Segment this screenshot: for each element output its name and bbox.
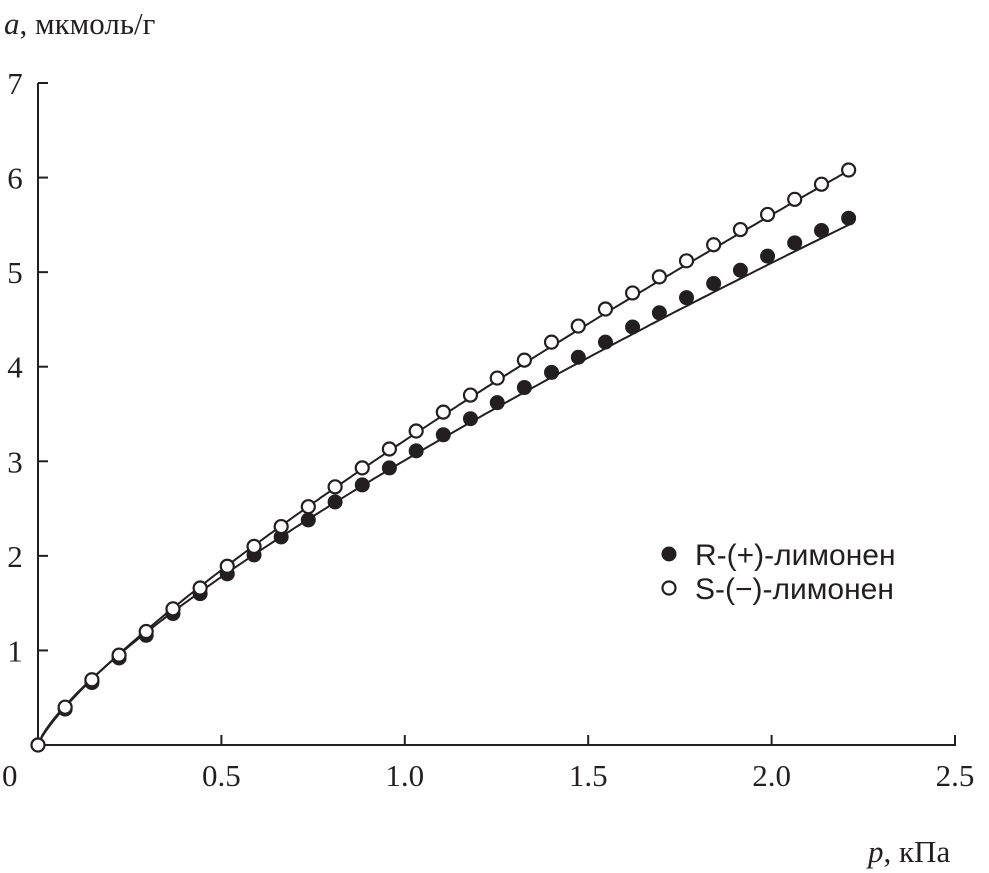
- ticks: 0.5 1.0 1.5 2.0 2.5 1 2 3 4 5 6 7: [7, 66, 974, 793]
- data-point-s: [841, 162, 857, 178]
- data-point-r: [408, 443, 424, 459]
- data-point-s: [435, 404, 451, 420]
- data-point-r: [841, 210, 857, 226]
- x-tick-label: 0.5: [202, 758, 241, 793]
- data-point-s: [273, 518, 289, 535]
- data-point-s: [327, 479, 343, 495]
- data-point-r: [327, 494, 343, 510]
- data-point-r: [489, 395, 505, 411]
- x-tick-label: 1.5: [569, 758, 608, 793]
- data-point-s: [30, 737, 46, 753]
- x-tick-label: 2.0: [752, 758, 791, 793]
- data-point-r: [516, 380, 532, 396]
- data-point-s: [111, 647, 127, 663]
- y-tick-label: 7: [7, 66, 23, 101]
- data-point-s: [354, 460, 370, 476]
- data-point-s: [246, 538, 262, 555]
- y-tick-label: 1: [7, 633, 23, 668]
- data-point-r: [381, 460, 397, 476]
- data-point-s: [624, 285, 641, 301]
- data-points: [30, 162, 857, 753]
- data-point-s: [597, 301, 614, 317]
- fit-curve-s: [37, 169, 850, 746]
- y-axis-title: a, мкмоль/г: [4, 6, 155, 41]
- fit-curve-r: [37, 224, 850, 746]
- data-point-r: [354, 477, 370, 493]
- data-point-s: [516, 352, 532, 368]
- y-tick-label: 5: [7, 255, 23, 290]
- data-point-s: [732, 221, 749, 238]
- data-point-s: [813, 176, 830, 192]
- data-point-s: [462, 387, 479, 403]
- data-point-s: [543, 334, 560, 350]
- fit-curves: [37, 169, 850, 746]
- data-point-r: [300, 512, 316, 528]
- data-point-r: [625, 319, 641, 335]
- data-point-s: [300, 499, 316, 515]
- data-point-r: [273, 529, 289, 545]
- data-point-s: [57, 699, 73, 715]
- y-tick-label: 6: [7, 161, 23, 196]
- data-point-r: [732, 262, 748, 278]
- data-point-r: [787, 235, 803, 251]
- data-point-r: [760, 248, 776, 264]
- legend-label-r: R-(+)-лимонен: [695, 539, 896, 572]
- data-point-r: [597, 334, 613, 350]
- data-point-r: [435, 427, 451, 443]
- legend-label-s: S-(−)-лимонен: [695, 573, 894, 606]
- data-point-r: [706, 275, 722, 291]
- data-point-s: [678, 253, 695, 269]
- data-point-s: [84, 672, 100, 688]
- axes: [37, 83, 956, 746]
- data-point-r: [544, 364, 560, 380]
- legend-marker-r: [661, 546, 677, 562]
- data-point-s: [570, 318, 586, 334]
- data-point-s: [408, 423, 424, 439]
- legend: R-(+)-лимонен S-(−)-лимонен: [661, 539, 896, 606]
- y-tick-label: 3: [7, 444, 23, 479]
- data-point-s: [192, 580, 208, 596]
- data-point-r: [679, 290, 695, 306]
- x-tick-label: 2.5: [936, 758, 975, 793]
- data-point-s: [651, 269, 667, 285]
- data-point-s: [706, 237, 722, 253]
- data-point-r: [651, 305, 667, 321]
- data-point-s: [489, 370, 505, 386]
- data-point-s: [165, 601, 181, 617]
- data-point-s: [759, 206, 776, 223]
- origin-label: 0: [2, 758, 18, 793]
- data-point-r: [570, 349, 586, 365]
- data-point-s: [787, 191, 803, 207]
- data-point-s: [381, 441, 397, 457]
- legend-marker-s: [661, 580, 677, 596]
- y-tick-label: 2: [7, 539, 23, 574]
- data-point-r: [462, 411, 478, 427]
- data-point-s: [138, 623, 154, 640]
- x-tick-label: 1.0: [385, 758, 424, 793]
- x-axis-title: p, кПа: [866, 834, 950, 869]
- data-point-s: [219, 558, 235, 574]
- y-tick-label: 4: [7, 350, 23, 385]
- data-point-r: [813, 223, 829, 239]
